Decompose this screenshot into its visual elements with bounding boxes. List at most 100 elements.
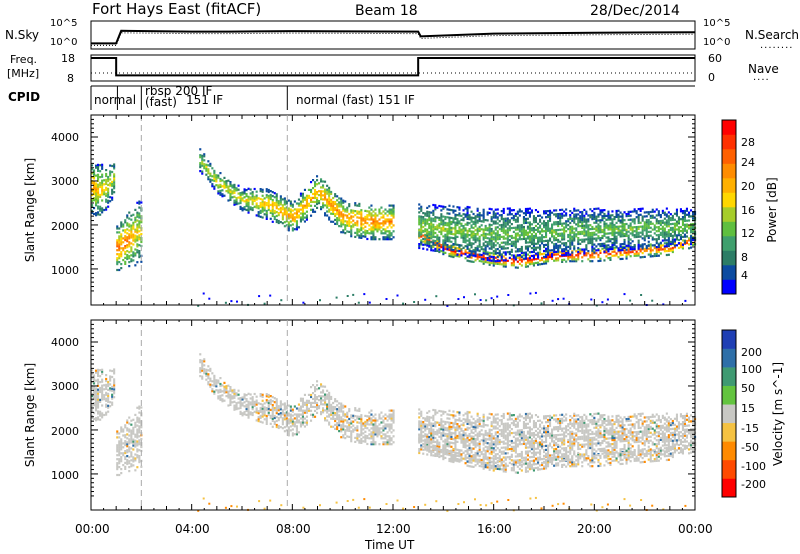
power-echo-cell [667,217,670,220]
power-echo-cell [587,234,590,237]
velocity-echo-cell [199,371,202,374]
velocity-echo-cell [203,364,206,367]
power-echo-cell [685,231,688,234]
velocity-echo-cell [105,383,108,386]
power-echo-cell [95,204,98,207]
velocity-echo-cell [128,460,131,463]
power-echo-cell [510,248,513,251]
power-echo-cell [444,229,447,232]
power-echo-cell [283,199,286,202]
velocity-echo-cell [269,416,272,419]
power-echo-cell [326,202,329,205]
velocity-echo-cell [324,401,327,404]
power-echo-cell [621,231,624,234]
power-echo-cell [219,183,222,186]
power-echo-cell [442,227,445,230]
power-echo-cell [506,243,509,246]
velocity-echo-cell [199,375,202,378]
power-echo-cell [532,242,535,246]
power-echo-cell [263,205,266,208]
power-echo-cell [549,217,552,220]
velocity-echo-cell [342,406,345,409]
power-echo-cell [667,231,670,234]
power-ground-scatter [651,299,654,302]
power-echo-cell [271,210,274,213]
power-echo-cell [516,226,519,229]
velocity-echo-cell [275,410,278,413]
power-echo-cell [305,218,308,221]
power-echo-cell [378,226,381,229]
power-echo-cell [120,233,123,236]
power-echo-cell [388,236,391,239]
power-echo-cell [545,210,548,213]
power-echo-cell [532,227,535,230]
power-echo-cell [478,215,481,219]
power-echo-cell [671,234,674,237]
power-echo-cell [101,187,104,190]
power-echo-cell [382,216,385,219]
velocity-echo-cell [235,394,238,397]
power-echo-cell [671,242,674,245]
power-echo-cell [432,235,435,238]
power-echo-cell [565,224,568,227]
power-echo-cell [492,230,495,233]
power-echo-cell [537,236,540,239]
power-echo-cell [316,175,319,178]
power-echo-cell [126,224,129,227]
power-echo-cell [500,210,503,213]
velocity-echo-cell [277,413,280,416]
velocity-echo-cell [209,379,212,382]
power-echo-cell [97,205,100,208]
power-echo-cell [360,232,363,236]
power-echo-cell [569,233,572,236]
power-echo-cell [534,252,537,255]
power-echo-cell [474,241,477,244]
power-echo-cell [547,215,550,219]
power-echo-cell [356,204,359,207]
power-echo-cell [583,234,586,237]
power-echo-cell [93,187,96,190]
power-echo-cell [599,227,602,230]
power-echo-cell [458,246,461,249]
power-echo-cell [637,254,640,257]
power-echo-cell [295,210,298,213]
power-echo-cell [581,260,584,263]
velocity-echo-cell [199,369,202,372]
velocity-echo-cell [305,403,308,406]
power-echo-cell [328,202,331,205]
power-echo-cell [283,203,286,206]
power-echo-cell [350,235,353,238]
velocity-echo-cell [291,428,294,431]
power-echo-cell [502,263,505,266]
power-echo-cell [569,225,572,228]
power-echo-cell [534,209,537,212]
power-echo-cell [476,221,479,224]
power-echo-cell [113,183,116,186]
power-echo-cell [466,255,469,258]
power-echo-cell [301,210,304,213]
power-echo-cell [613,229,616,233]
power-echo-cell [340,231,343,234]
power-echo-cell [91,203,94,206]
power-echo-cell [310,181,313,184]
power-echo-cell [101,191,104,194]
power-echo-cell [476,245,479,248]
power-echo-cell [338,197,341,200]
power-echo-cell [101,173,104,176]
velocity-echo-cell [122,428,125,431]
velocity-echo-cell [316,396,319,399]
power-echo-cell [649,245,652,248]
power-echo-cell [424,222,427,225]
velocity-echo-cell [348,410,351,413]
velocity-echo-cell [440,449,443,452]
velocity-echo-cell [93,404,96,407]
power-echo-cell [350,215,353,218]
power-echo-cell [225,180,228,183]
power-echo-cell [557,259,560,262]
power-echo-cell [561,260,564,263]
velocity-echo-cell [360,428,363,431]
power-ground-scatter [269,294,272,297]
velocity-echo-cell [386,415,389,418]
velocity-echo-cell [91,377,94,380]
power-echo-cell [561,236,564,239]
